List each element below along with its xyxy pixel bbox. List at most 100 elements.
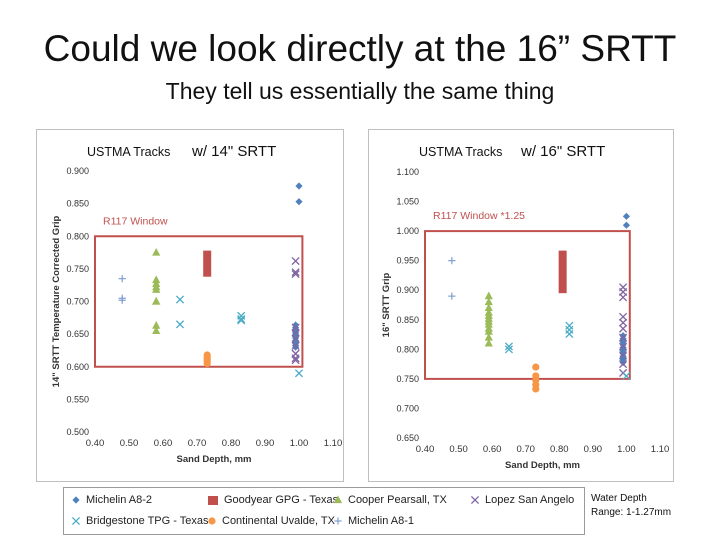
cooper-pearsall-tx-point	[484, 297, 493, 306]
y-axis-label: 16" SRTT Grip	[381, 272, 392, 337]
bridgestone-tpg-texas-point	[504, 342, 513, 351]
chart-14in-srtt: USTMA Tracks w/ 14" SRTT 0.500 0.550 0.600 0.…	[51, 143, 343, 465]
legend-label: Continental Uvalde, TX	[222, 515, 335, 527]
michelin-a8-1-point	[118, 275, 126, 283]
legend-marker-x	[71, 516, 81, 526]
x-tick-label: 1.10	[324, 438, 343, 449]
michelin-a8-2-point	[292, 343, 300, 351]
lopez-san-angelo-point	[291, 270, 300, 279]
chart-panel-16in: USTMA Tracks w/ 16" SRTT 0.650 0.700 0.750 0.…	[368, 129, 674, 482]
r117-window-label: R117 Window	[103, 215, 168, 227]
y-tick-label: 0.900	[396, 285, 419, 295]
legend-label: Goodyear GPG - Texas	[224, 494, 339, 506]
legend-item-michelin-a8-1: Michelin A8-1	[332, 515, 414, 527]
water-depth-range: Range: 1-1.27mm	[591, 507, 672, 518]
cooper-pearsall-tx-point	[484, 319, 493, 328]
legend-symbol	[470, 495, 480, 505]
x-axis-label: Sand Depth, mm	[177, 454, 252, 465]
y-tick-label: 0.900	[66, 166, 89, 176]
chart-16in-srtt: USTMA Tracks w/ 16" SRTT 0.650 0.700 0.750 0.…	[381, 143, 669, 471]
lopez-san-angelo-point	[291, 256, 300, 266]
y-tick-label: 0.500	[66, 427, 89, 437]
bridgestone-tpg-texas-point	[237, 316, 246, 325]
chart-title: w/ 14" SRTT	[191, 143, 276, 160]
cooper-pearsall-tx-point	[152, 321, 161, 329]
continental-uvalde-tx-point	[203, 359, 211, 368]
michelin-a8-1-point	[448, 292, 456, 300]
y-tick-label: 0.600	[66, 362, 89, 372]
y-tick-label: 0.850	[396, 315, 419, 325]
x-tick-label: 0.70	[188, 438, 207, 449]
y-tick-label: 1.000	[396, 226, 419, 236]
slide-subtitle: They tell us essentially the same thing	[165, 78, 555, 104]
legend-marker-triangle	[333, 495, 343, 504]
continental-uvalde-tx-point	[532, 385, 540, 393]
legend-label: Michelin A8-2	[86, 494, 153, 506]
y-tick-label: 1.100	[396, 167, 419, 177]
x-tick-label: 0.50	[120, 438, 139, 449]
bridgestone-tpg-texas-point	[622, 371, 631, 380]
lopez-san-angelo-point	[619, 324, 628, 333]
lopez-san-angelo-point	[291, 341, 300, 350]
chart-title-prefix: USTMA Tracks	[87, 145, 170, 159]
y-tick-label: 0.800	[66, 231, 89, 241]
cooper-pearsall-tx-point	[152, 247, 161, 256]
r117-window-label: R117 Window *1.25	[433, 210, 525, 222]
legend-label: Lopez San Angelo	[485, 494, 575, 506]
water-depth-label: Water Depth	[591, 493, 647, 504]
lopez-san-angelo-point	[291, 268, 300, 277]
chart-title: w/ 16" SRTT	[520, 143, 605, 160]
cooper-pearsall-tx-point	[484, 338, 493, 347]
x-tick-label: 0.90	[584, 444, 603, 455]
lopez-san-angelo-point	[619, 293, 628, 302]
legend-item-cooper-pearsall-tx: Cooper Pearsall, TX	[332, 494, 447, 506]
michelin-a8-1-point	[448, 257, 456, 265]
y-tick-label: 0.700	[66, 297, 89, 307]
legend-marker-plus	[334, 517, 342, 525]
bridgestone-tpg-texas-point	[175, 320, 185, 329]
x-tick-label: 1.00	[617, 444, 636, 455]
r117-window-box	[94, 235, 304, 368]
cooper-pearsall-tx-point	[152, 326, 161, 334]
y-tick-label: 1.050	[396, 197, 419, 207]
chart-panel-14in: USTMA Tracks w/ 14" SRTT 0.500 0.550 0.600 0.…	[36, 129, 344, 482]
y-tick-label: 0.750	[66, 264, 89, 274]
lopez-san-angelo-point	[619, 333, 628, 342]
y-tick-label: 0.750	[396, 374, 419, 384]
lopez-san-angelo-point	[619, 312, 628, 321]
cooper-pearsall-tx-point	[484, 327, 493, 335]
lopez-san-angelo-point	[619, 318, 628, 327]
cooper-pearsall-tx-point	[152, 296, 161, 305]
r117-window-box	[424, 230, 631, 380]
continental-uvalde-tx-point	[532, 363, 540, 371]
x-tick-label: 0.40	[416, 444, 435, 455]
legend-marker-bar	[208, 496, 218, 505]
legend-label: Cooper Pearsall, TX	[348, 494, 447, 506]
legend-symbol	[333, 495, 343, 504]
x-tick-label: 0.50	[449, 444, 468, 455]
x-tick-label: 0.80	[222, 438, 241, 449]
y-tick-label: 0.650	[66, 329, 89, 339]
legend-item-michelin-a8-2: Michelin A8-2	[70, 494, 152, 506]
chart-title-prefix: USTMA Tracks	[419, 145, 502, 159]
legend-label: Bridgestone TPG - Texas	[86, 515, 209, 527]
water-depth-note: Water Depth Range: 1-1.27mm	[591, 492, 671, 520]
legend-item-bridgestone-tpg-texas: Bridgestone TPG - Texas	[70, 515, 209, 527]
y-axis-label: 14" SRTT Temperature Corrected Grip	[51, 215, 62, 387]
legend-label: Michelin A8-1	[348, 515, 415, 527]
x-axis-label: Sand Depth, mm	[505, 460, 580, 471]
lopez-san-angelo-point	[619, 360, 628, 369]
x-tick-label: 0.60	[483, 444, 502, 455]
legend-symbol	[72, 496, 80, 504]
cooper-pearsall-tx-point	[484, 303, 493, 312]
legend-marker-circle	[208, 517, 216, 525]
legend-symbol	[334, 517, 342, 525]
legend-item-lopez-san-angelo: Lopez San Angelo	[469, 494, 574, 506]
y-tick-label: 0.550	[66, 394, 89, 404]
goodyear-gpg-texas-bar	[558, 250, 567, 294]
michelin-a8-2-point	[622, 212, 631, 220]
goodyear-gpg-texas-bar	[203, 250, 212, 277]
legend-item-continental-uvalde-tx: Continental Uvalde, TX	[206, 515, 335, 527]
cooper-pearsall-tx-point	[484, 332, 493, 341]
michelin-a8-2-point	[619, 358, 627, 366]
